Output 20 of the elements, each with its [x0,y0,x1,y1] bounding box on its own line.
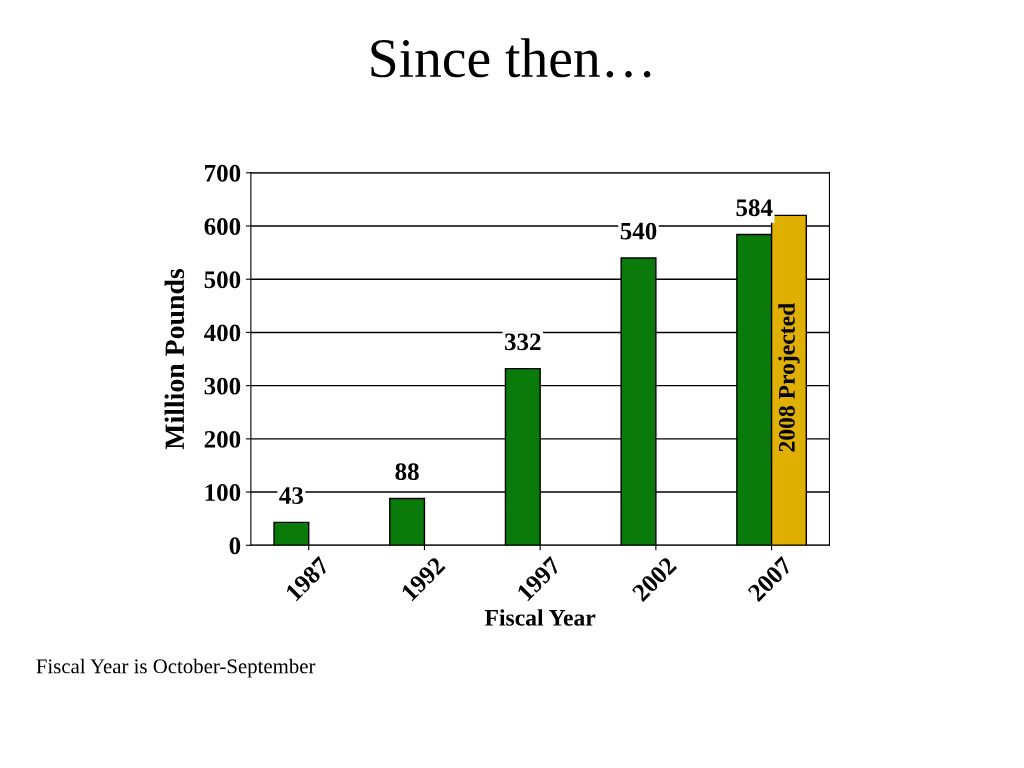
data-label: 43 [279,487,304,505]
text: Fiscal Year is October-September [36,658,316,678]
y-tick-label: 0 [229,537,241,555]
y-tick-label: 600 [204,218,241,235]
data-label: 540 [620,222,657,240]
bar [389,497,426,546]
y-tick-label: 400 [204,324,241,342]
series-label: 2008 Projected [778,303,800,452]
y-tick-label: 200 [204,430,241,448]
data-label: 584 [736,199,773,217]
data-label: 332 [504,333,541,351]
y-tick-label: 700 [205,164,241,182]
x-axis-title: Fiscal Year [484,609,596,626]
chart-title: Since then… [371,38,651,78]
y-tick-label: 100 [205,484,241,501]
y-tick-label: 500 [204,271,241,289]
data-label: 88 [395,463,419,481]
y-tick-label: 300 [204,377,241,395]
bar [273,521,310,546]
y-axis-title: Million Pounds [164,269,185,450]
